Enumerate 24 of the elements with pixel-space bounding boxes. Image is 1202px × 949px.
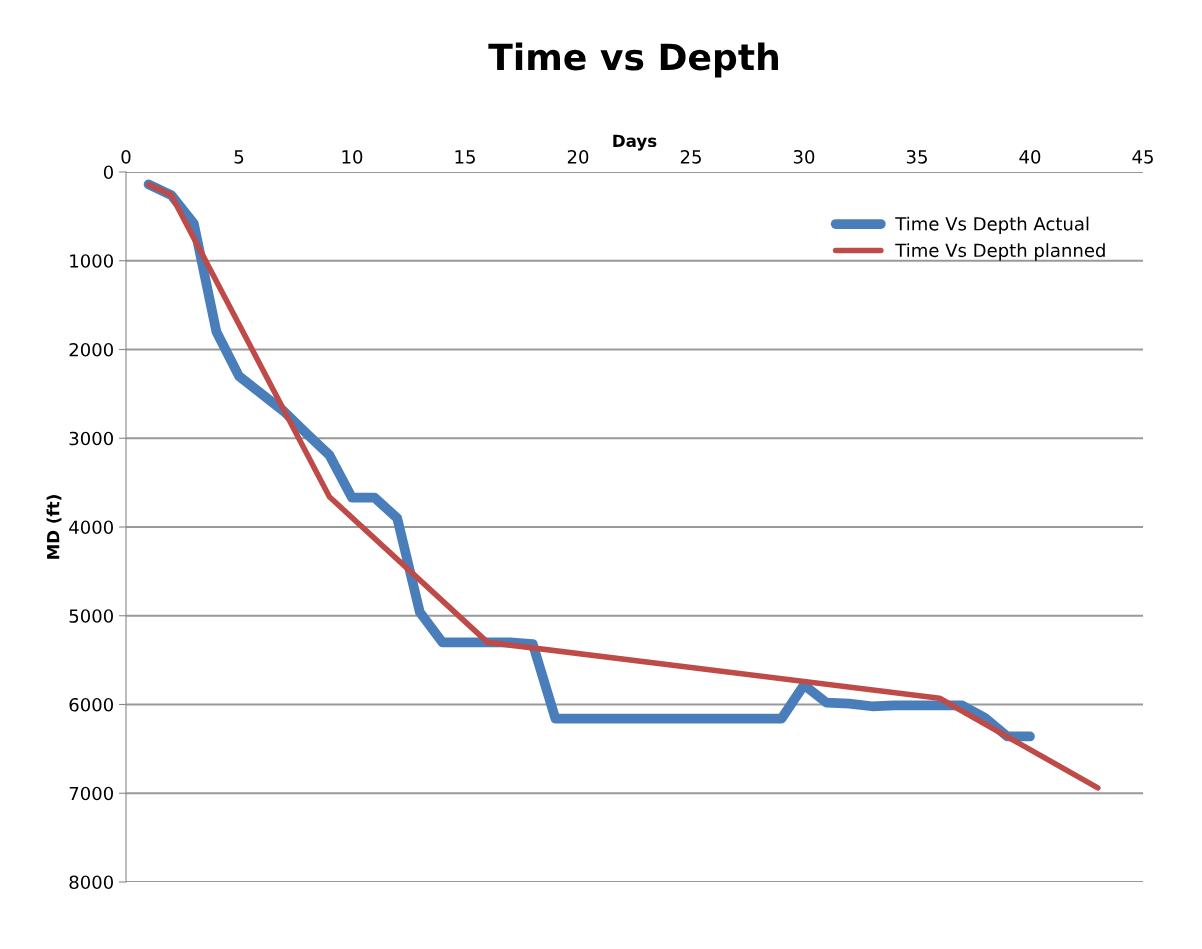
x-tick-label: 20: [567, 149, 589, 164]
x-tick-label: 30: [793, 149, 815, 164]
y-tick-label: 8000: [69, 875, 113, 890]
y-tick-label: 3000: [69, 431, 113, 446]
x-axis-title: Days: [613, 134, 657, 151]
x-tick-label: 15: [455, 150, 475, 164]
legend-label: Time Vs Depth Actual: [895, 216, 1089, 235]
y-tick-label: 2000: [69, 342, 113, 357]
y-tick-label: 5000: [69, 609, 113, 623]
x-tick-label: 25: [680, 149, 701, 164]
y-axis-title: MD (ft): [46, 495, 62, 559]
y-tick-label: 4000: [69, 520, 113, 535]
y-tick-label: 1000: [70, 254, 113, 268]
legend-label: Time Vs Depth planned: [895, 243, 1105, 261]
y-tick-label: 0: [103, 165, 113, 180]
x-tick-label: 5: [234, 150, 244, 164]
x-tick-label: 45: [1132, 150, 1153, 164]
chart-title: Time vs Depth: [488, 42, 778, 78]
y-tick-label: 7000: [69, 786, 113, 801]
x-tick-label: 40: [1019, 149, 1041, 164]
x-tick-label: 0: [121, 149, 131, 164]
y-tick-label: 6000: [69, 697, 113, 712]
x-tick-label: 10: [342, 149, 363, 164]
x-tick-label: 35: [906, 149, 927, 164]
